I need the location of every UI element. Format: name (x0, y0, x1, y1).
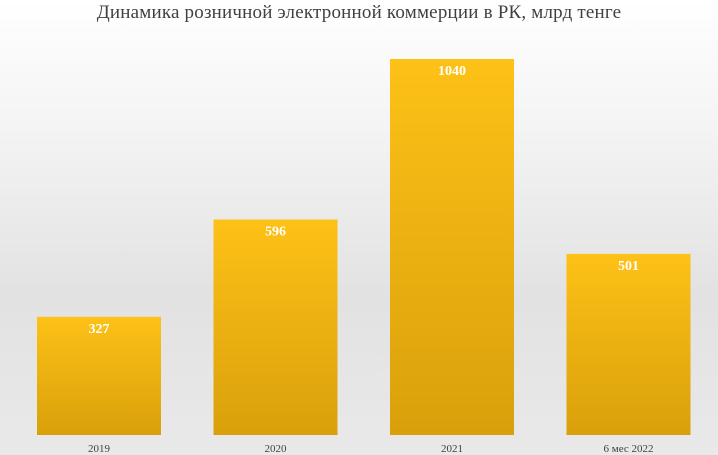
x-tick-label: 2019 (88, 443, 111, 455)
bar-6-мес-2022 (566, 253, 691, 435)
x-tick-label: 2020 (265, 443, 288, 455)
bar-2020 (213, 219, 338, 435)
bar-2019 (37, 316, 161, 435)
bars-layer: 327 2019 596 2020 1040 2021 501 6 мес 2022 (37, 59, 691, 455)
x-tick-label: 2021 (441, 443, 463, 455)
data-label: 596 (265, 225, 286, 240)
x-tick-label: 6 мес 2022 (604, 443, 654, 455)
data-label: 501 (618, 259, 639, 274)
data-label: 327 (89, 322, 110, 337)
chart-title: Динамика розничной электронной коммерции… (96, 2, 622, 23)
data-label: 1040 (438, 64, 466, 79)
bar-2021 (390, 59, 514, 435)
